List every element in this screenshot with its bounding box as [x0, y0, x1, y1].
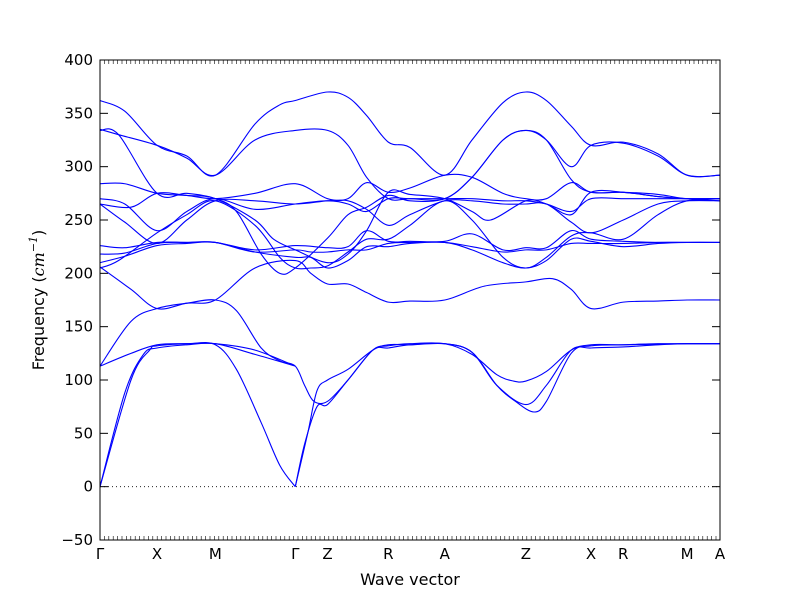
band-line-3: [99, 342, 296, 487]
y-tick-label: 300: [64, 158, 93, 176]
x-tick-label: R: [618, 545, 628, 563]
x-tick-label: A: [715, 545, 726, 563]
x-tick-label: Γ: [291, 545, 300, 563]
plot-background: [100, 60, 720, 540]
band-line-16: [99, 128, 721, 275]
x-tick-label: Γ: [96, 545, 105, 563]
minor-ticks: [99, 60, 717, 540]
y-tick-label: −50: [61, 531, 93, 549]
y-tick-label: 200: [64, 264, 93, 282]
y-tick-label: 350: [64, 104, 93, 122]
y-axis-label: Frequency (cm−1): [27, 230, 48, 371]
plot-frame: [99, 59, 721, 541]
band-line-7: [99, 259, 721, 367]
y-axis-unit-base: cm: [29, 252, 48, 276]
band-line-12: [99, 198, 721, 245]
band-line-1: [99, 342, 296, 487]
y-tick-label: 150: [64, 318, 93, 336]
x-tick-label: X: [586, 545, 596, 563]
band-line-10: [99, 230, 720, 252]
x-tick-label: A: [440, 545, 451, 563]
x-tick-label: Z: [521, 545, 531, 563]
series-layer: [99, 91, 721, 487]
y-axis-ticks: −50 0 50 100 150 200 250 300 350 400: [61, 51, 720, 549]
x-tick-label: M: [681, 545, 694, 563]
y-tick-label: 50: [74, 424, 93, 442]
x-tick-label: R: [383, 545, 393, 563]
band-line-17: [99, 128, 721, 201]
y-tick-label: 400: [64, 51, 93, 69]
y-axis-unit-close: ): [29, 230, 48, 236]
x-tick-label: X: [152, 545, 162, 563]
band-line-2: [99, 342, 296, 487]
y-tick-label: 250: [64, 211, 93, 229]
y-tick-label: 100: [64, 371, 93, 389]
band-line-6: [99, 266, 721, 405]
y-axis-label-text: Frequency: [29, 288, 48, 371]
x-tick-label: Z: [322, 545, 332, 563]
y-axis-unit-open: (: [29, 276, 48, 282]
y-tick-label: 0: [83, 478, 93, 496]
band-line-18: [99, 91, 721, 178]
y-axis-unit-exp: −1: [27, 236, 40, 252]
x-tick-label: M: [209, 545, 222, 563]
x-axis-label: Wave vector: [360, 570, 460, 589]
